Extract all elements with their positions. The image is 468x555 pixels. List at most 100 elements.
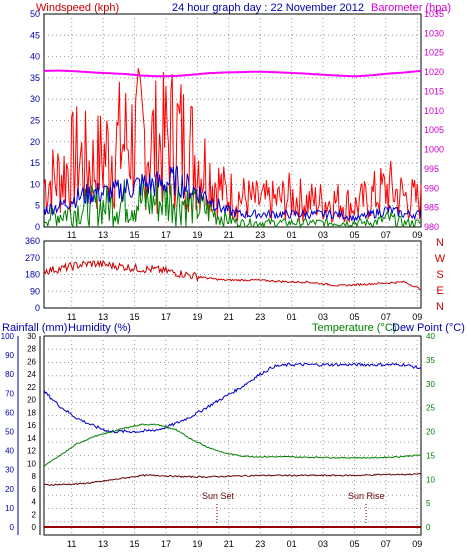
barometer-label: Barometer (hpa) [371,2,451,14]
x-tick-label: 17 [161,539,171,549]
rain-y-tick-label: 2 [32,510,37,519]
x-tick-label: 11 [67,230,76,240]
temp-y-tick-label: 0 [426,523,431,532]
x-tick-label: 21 [224,230,234,240]
x-tick-label: 23 [255,230,265,240]
temp-y-tick-label: 30 [426,380,435,389]
x-tick-label: 17 [161,230,171,240]
dir-y-tick-label: 270 [25,253,40,263]
humidity-y-tick-label: 60 [5,408,14,417]
wind-y-tick-label: 15 [30,158,40,168]
humidity-y-tick-label: 50 [5,428,14,437]
x-tick-label: 09 [412,312,422,322]
x-tick-label: 23 [255,539,265,549]
x-tick-label: 03 [318,312,328,322]
axis-labels: 0510152025303540455098098599099510001005… [1,9,446,549]
x-tick-label: 05 [349,312,359,322]
wind-y-tick-label: 20 [30,137,40,147]
x-tick-label: 13 [98,230,108,240]
direction-panel-grid [44,241,421,308]
direction-panel-marks [43,259,422,291]
x-tick-label: 01 [287,312,297,322]
x-tick-label: 07 [381,539,391,549]
baro-y-tick-label: 1030 [424,28,444,38]
dir-compass-label: E [436,285,443,297]
baro-y-tick-label: 1015 [424,86,444,96]
baro-y-tick-label: 1025 [424,48,444,58]
x-tick-label: 15 [130,539,140,549]
x-tick-label: 01 [287,230,297,240]
dewpoint-label: Dew Point (°C) [392,322,465,334]
baro-y-tick-label: 985 [424,203,439,213]
x-tick-label: 21 [224,312,234,322]
rain-y-tick-label: 6 [32,485,37,494]
humidity-y-tick-label: 70 [5,389,14,398]
sunrise-annotation: Sun Rise [348,491,385,501]
dir-compass-label: S [436,269,443,281]
rain-y-tick-label: 12 [27,447,36,456]
x-tick-label: 11 [67,312,76,322]
temp-y-tick-label: 15 [426,451,435,460]
humidity-label: Humidity (%) [68,322,131,334]
wind-avg-line [43,165,422,223]
x-tick-label: 03 [318,230,328,240]
x-tick-label: 05 [349,230,359,240]
wind-panel-marks [43,68,422,229]
wind-y-tick-label: 50 [30,9,40,19]
x-tick-label: 09 [412,230,422,240]
rain-y-tick-label: 20 [27,396,36,405]
x-tick-label: 13 [98,312,108,322]
x-tick-label: 19 [192,312,202,322]
x-tick-label: 19 [192,539,202,549]
temp-panel-grid [44,336,421,535]
temp-y-tick-label: 5 [426,499,431,508]
x-tick-label: 21 [224,539,234,549]
graph-title: 24 hour graph day : 22 November 2012 [172,2,364,14]
x-tick-label: 13 [98,539,108,549]
wind-direction-line [43,259,422,291]
baro-y-tick-label: 1000 [424,145,444,155]
humidity-line [43,362,422,434]
dewpoint-line [43,472,422,486]
x-tick-label: 07 [381,230,391,240]
barometer-line [44,69,422,78]
wind-y-tick-label: 40 [30,52,40,62]
baro-y-tick-label: 980 [424,222,439,232]
temp-y-tick-label: 10 [426,475,435,484]
temperature-line [43,423,422,467]
rain-y-tick-label: 0 [32,523,37,532]
x-tick-label: 09 [412,539,422,549]
rain-y-tick-label: 28 [27,345,36,354]
humidity-y-tick-label: 80 [5,370,14,379]
windspeed-label: Windspeed (kph) [36,2,119,14]
humidity-y-tick-label: 100 [1,332,15,341]
x-tick-label: 19 [192,230,202,240]
rainfall-label: Rainfall (mm) [2,322,67,334]
rain-y-tick-label: 26 [27,357,36,366]
baro-y-tick-label: 995 [424,164,439,174]
baro-y-tick-label: 1020 [424,67,444,77]
x-tick-label: 17 [161,312,171,322]
humidity-y-tick-label: 10 [5,504,14,513]
wind-y-tick-label: 0 [35,222,40,232]
rain-y-tick-label: 8 [32,472,37,481]
dir-compass-label: W [435,253,446,265]
dir-y-tick-label: 0 [35,303,40,313]
dir-y-tick-label: 180 [25,270,40,280]
wind-y-tick-label: 35 [30,73,40,83]
x-tick-label: 05 [349,539,359,549]
rain-y-tick-label: 16 [27,421,36,430]
temp-panel-frame [43,335,422,536]
humidity-y-tick-label: 0 [10,523,15,532]
wind-y-tick-label: 5 [35,201,40,211]
rain-y-tick-label: 30 [27,332,36,341]
temp-y-tick-label: 35 [426,356,435,365]
rain-y-tick-label: 4 [32,498,37,507]
x-tick-label: 11 [67,539,76,549]
temp-y-tick-label: 40 [426,332,435,341]
x-tick-label: 01 [287,539,297,549]
baro-y-tick-label: 1010 [424,106,444,116]
temp-panel-marks [43,362,422,528]
temp-y-tick-label: 20 [426,428,435,437]
